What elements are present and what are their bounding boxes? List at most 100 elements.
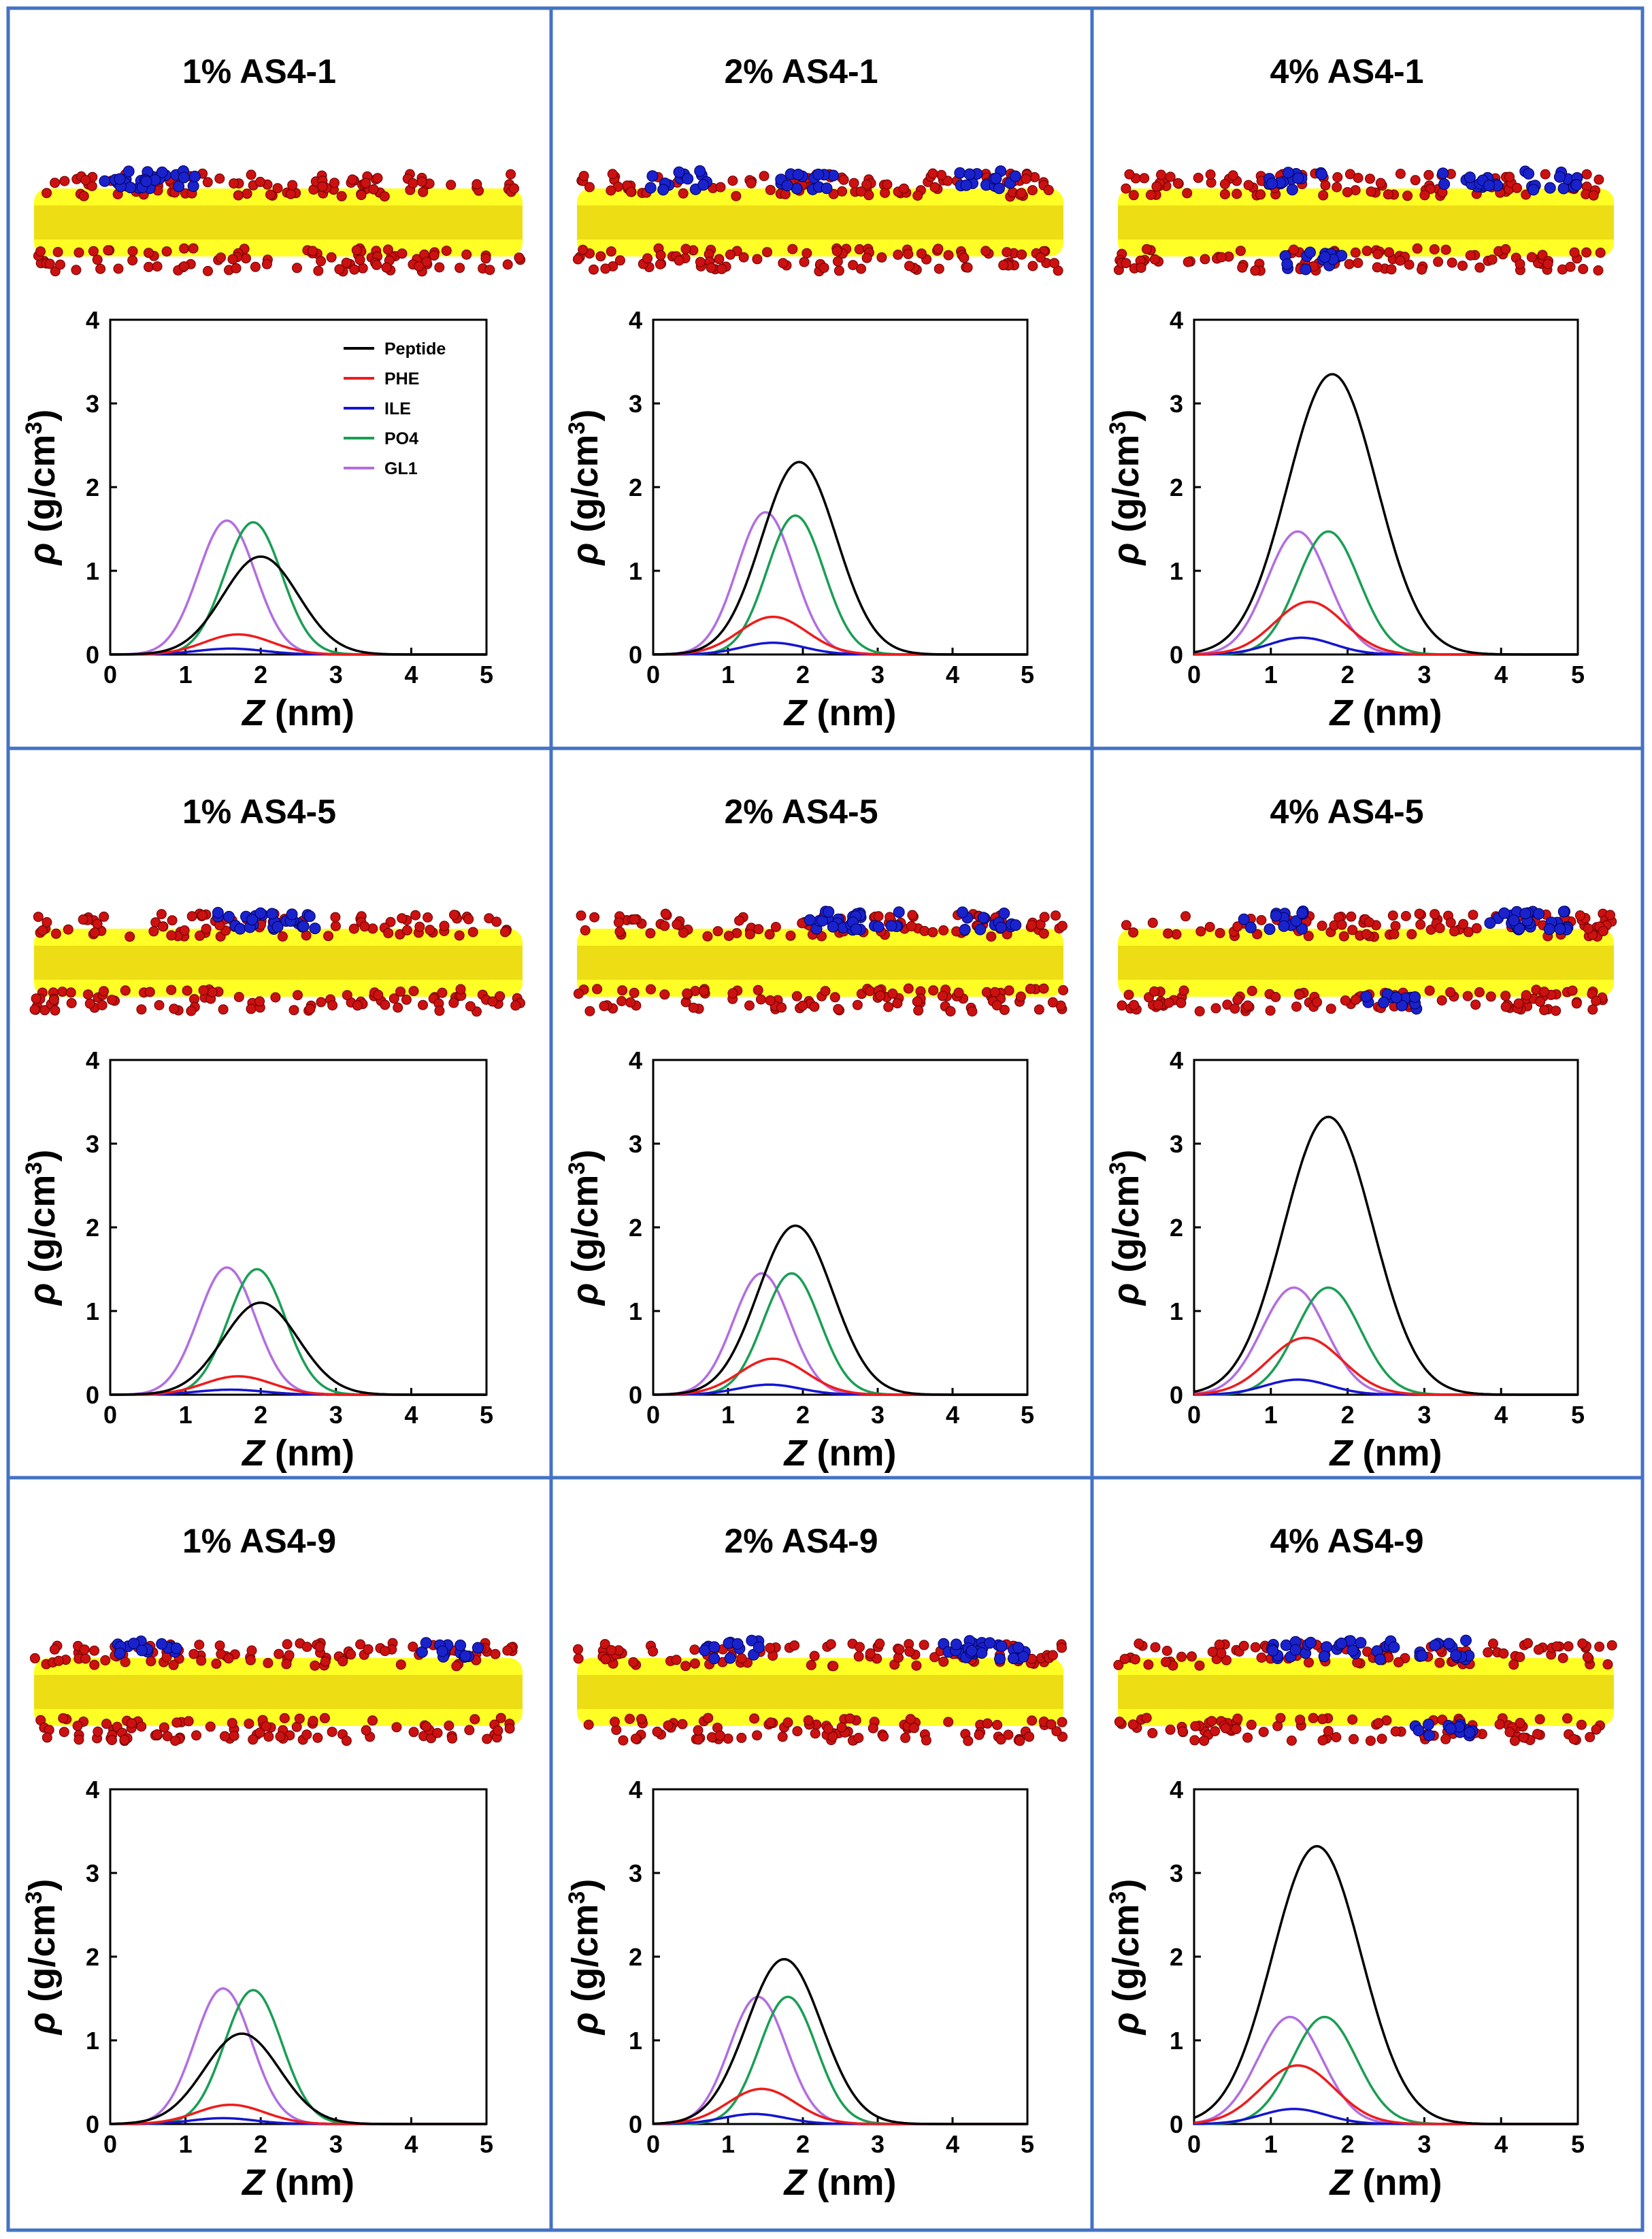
panel-title: 2% AS4-5 bbox=[724, 793, 878, 831]
x-tick-label: 1 bbox=[179, 2130, 193, 2158]
x-tick-label: 1 bbox=[721, 2130, 735, 2158]
panel-2-2: 2% AS4-5 0 1 2 3 4 5 0 1 2 3 4 Z (nm) ρ (g/cm3) bbox=[564, 793, 1069, 1474]
x-tick-label: 0 bbox=[1187, 2130, 1201, 2158]
membrane-snapshot bbox=[1113, 165, 1614, 276]
panel-title: 1% AS4-1 bbox=[182, 52, 336, 90]
bilayer-tails bbox=[1118, 946, 1614, 980]
panel-3-1: 1% AS4-9 0 1 2 3 4 5 0 1 2 3 4 Z (nm) ρ (g/cm3) bbox=[21, 1522, 523, 2203]
x-tick-label: 5 bbox=[1571, 1401, 1585, 1429]
lipid-headgroups bbox=[33, 168, 526, 277]
y-tick-label: 2 bbox=[86, 1214, 99, 1242]
panel-title: 4% AS4-5 bbox=[1270, 793, 1423, 831]
x-tick-label: 5 bbox=[1021, 2130, 1034, 2158]
x-tick-label: 4 bbox=[404, 661, 418, 689]
y-tick-label: 3 bbox=[629, 1130, 642, 1158]
x-tick-label: 5 bbox=[480, 661, 493, 689]
x-tick-label: 4 bbox=[946, 661, 959, 689]
x-tick-label: 3 bbox=[329, 1401, 343, 1429]
membrane-snapshot bbox=[1113, 1634, 1617, 1746]
y-axis-label: ρ (g/cm3) bbox=[564, 1150, 606, 1307]
x-axis-label: Z (nm) bbox=[783, 1433, 897, 1474]
y-axis-label: ρ (g/cm3) bbox=[564, 410, 606, 567]
y-tick-label: 0 bbox=[86, 641, 99, 669]
y-tick-label: 4 bbox=[629, 306, 642, 334]
panel-1-3: 4% AS4-1 0 1 2 3 4 5 0 1 2 3 4 Z (nm) ρ (g/cm3) bbox=[1105, 52, 1614, 733]
y-tick-label: 3 bbox=[629, 390, 642, 418]
series-line-peptide bbox=[653, 1224, 1027, 1396]
x-tick-label: 2 bbox=[1341, 2130, 1355, 2158]
y-tick-label: 3 bbox=[1170, 390, 1183, 418]
bilayer-core bbox=[577, 188, 1063, 256]
x-axis-label: Z (nm) bbox=[1329, 1433, 1442, 1474]
lipid-headgroups bbox=[1113, 1638, 1617, 1746]
plot-area bbox=[652, 318, 1029, 656]
x-axis-label: Z (nm) bbox=[241, 1433, 354, 1474]
y-tick-label: 4 bbox=[1170, 1046, 1183, 1074]
panel-3-2: 2% AS4-9 0 1 2 3 4 5 0 1 2 3 4 Z (nm) ρ (g/cm3) bbox=[564, 1522, 1068, 2203]
y-tick-label: 0 bbox=[1170, 2110, 1183, 2138]
x-tick-label: 0 bbox=[103, 661, 117, 689]
y-tick-label: 1 bbox=[86, 2027, 99, 2055]
x-axis-label: Z (nm) bbox=[241, 2162, 354, 2203]
bilayer-core bbox=[34, 1658, 523, 1726]
x-tick-label: 2 bbox=[796, 2130, 810, 2158]
y-tick-label: 0 bbox=[629, 2110, 642, 2138]
x-tick-label: 5 bbox=[480, 1401, 493, 1429]
y-tick-label: 3 bbox=[86, 1130, 99, 1158]
x-axis-label: Z (nm) bbox=[783, 2162, 897, 2203]
y-tick-label: 4 bbox=[86, 306, 99, 334]
legend-label-po4: PO4 bbox=[384, 429, 418, 448]
panel-3-3: 4% AS4-9 0 1 2 3 4 5 0 1 2 3 4 Z (nm) ρ (g/cm3) bbox=[1105, 1522, 1617, 2203]
panel-title: 4% AS4-1 bbox=[1270, 52, 1423, 90]
peptide-beads bbox=[112, 1636, 484, 1663]
y-tick-label: 4 bbox=[629, 1046, 642, 1074]
y-tick-label: 1 bbox=[629, 1297, 642, 1325]
bilayer-core bbox=[1118, 188, 1614, 256]
peptide-beads bbox=[1238, 906, 1574, 1015]
y-tick-label: 4 bbox=[1170, 1776, 1183, 1804]
lipid-headgroups bbox=[573, 908, 1069, 1017]
x-tick-label: 1 bbox=[721, 661, 735, 689]
y-axis-label: ρ (g/cm3) bbox=[21, 1879, 63, 2036]
x-tick-label: 3 bbox=[1417, 1401, 1431, 1429]
y-tick-label: 0 bbox=[86, 2110, 99, 2138]
panel-title: 1% AS4-5 bbox=[182, 793, 336, 831]
y-tick-label: 2 bbox=[629, 474, 642, 501]
y-tick-label: 4 bbox=[629, 1776, 642, 1804]
membrane-snapshot bbox=[29, 1636, 523, 1746]
y-tick-label: 3 bbox=[86, 1859, 99, 1887]
x-tick-label: 0 bbox=[103, 2130, 117, 2158]
y-tick-label: 1 bbox=[1170, 1297, 1183, 1325]
x-tick-label: 2 bbox=[1341, 1401, 1355, 1429]
plot-area bbox=[109, 318, 488, 656]
bilayer-tails bbox=[577, 946, 1063, 980]
y-tick-label: 3 bbox=[1170, 1859, 1183, 1887]
peptide-beads bbox=[1263, 165, 1583, 276]
series-line-peptide bbox=[652, 461, 1027, 656]
x-tick-label: 3 bbox=[1417, 2130, 1431, 2158]
series-line-peptide bbox=[110, 1301, 486, 1396]
y-axis-label: ρ (g/cm3) bbox=[21, 1150, 63, 1307]
x-tick-label: 5 bbox=[1571, 661, 1585, 689]
x-tick-label: 5 bbox=[480, 2130, 493, 2158]
membrane-snapshot bbox=[573, 906, 1069, 1017]
panel-2-1: 1% AS4-5 0 1 2 3 4 5 0 1 2 3 4 Z (nm) ρ (g/cm3) bbox=[21, 793, 525, 1474]
x-tick-label: 1 bbox=[1264, 1401, 1278, 1429]
x-tick-label: 0 bbox=[646, 1401, 660, 1429]
y-tick-label: 2 bbox=[86, 474, 99, 501]
x-tick-label: 3 bbox=[329, 661, 343, 689]
x-tick-label: 3 bbox=[871, 661, 885, 689]
y-tick-label: 0 bbox=[629, 1381, 642, 1409]
bilayer-core bbox=[34, 929, 523, 997]
bilayer-tails bbox=[34, 205, 523, 239]
x-tick-label: 2 bbox=[254, 2130, 267, 2158]
membrane-snapshot bbox=[29, 907, 525, 1017]
x-tick-label: 0 bbox=[103, 1401, 117, 1429]
legend-label-peptide: Peptide bbox=[384, 339, 446, 359]
x-tick-label: 0 bbox=[646, 2130, 660, 2158]
panel-title: 4% AS4-9 bbox=[1270, 1522, 1423, 1560]
lipid-headgroups bbox=[29, 1638, 518, 1746]
x-tick-label: 1 bbox=[179, 1401, 193, 1429]
x-tick-label: 2 bbox=[796, 1401, 810, 1429]
